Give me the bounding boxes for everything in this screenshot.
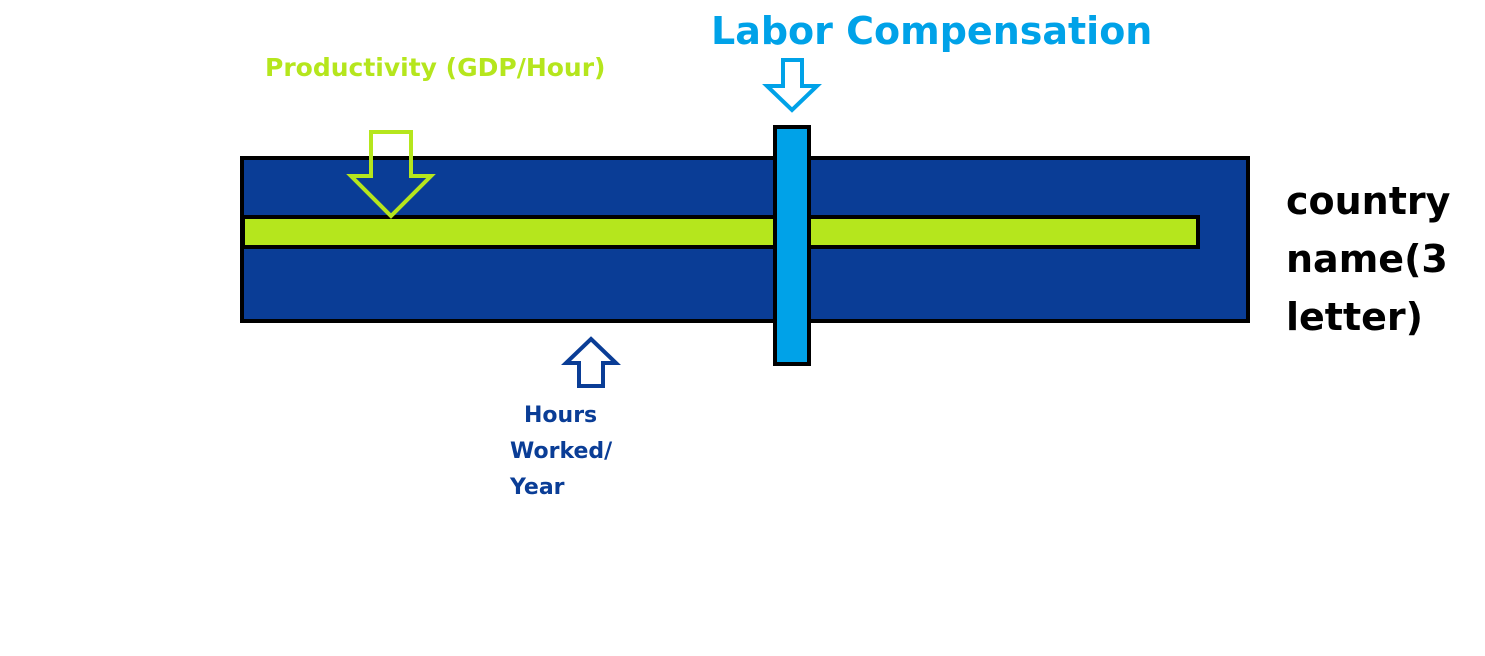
productivity-bar	[243, 217, 1198, 247]
country-label-line: name(3	[1286, 230, 1450, 288]
labor-compensation-bar	[775, 127, 809, 364]
productivity-label: Productivity (GDP/Hour)	[265, 52, 605, 84]
hours-label-line: Hours	[510, 398, 612, 434]
country-label-line: country	[1286, 172, 1450, 230]
country-label-line: letter)	[1286, 288, 1450, 346]
hours-label-line: Year	[510, 470, 612, 506]
hours-label-line: Worked/	[510, 434, 612, 470]
up-arrow-icon	[566, 339, 616, 386]
country-name-label: country name(3 letter)	[1286, 172, 1450, 346]
labor-compensation-label: Labor Compensation	[711, 8, 1152, 54]
hours-worked-label: Hours Worked/ Year	[510, 398, 612, 506]
down-arrow-icon	[767, 60, 817, 110]
